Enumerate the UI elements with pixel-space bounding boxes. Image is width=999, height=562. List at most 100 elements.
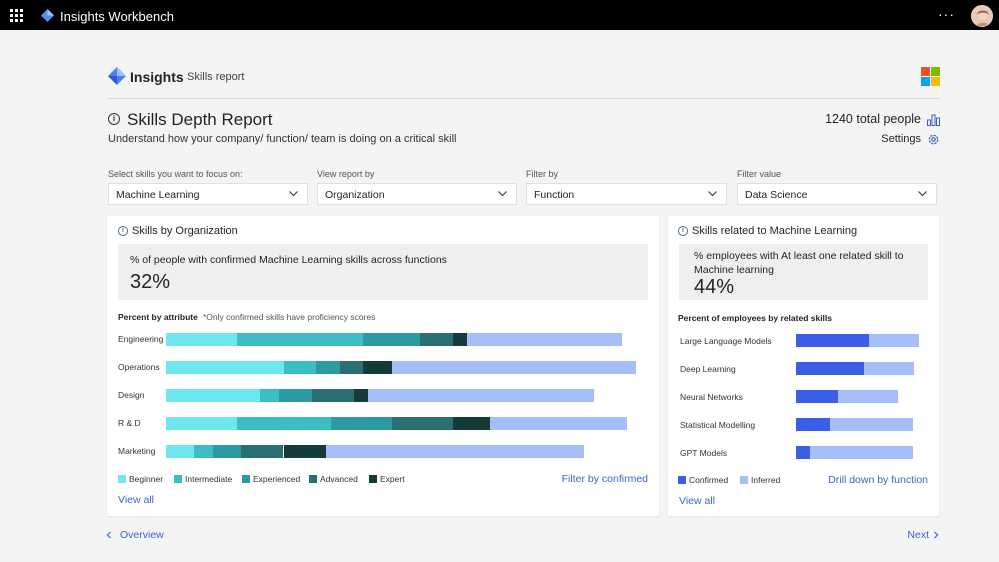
bar-segment-intermediate[interactable] [194,445,213,458]
bar-chart-icon[interactable] [927,113,940,126]
chevron-down-icon [289,191,298,197]
brand-title: Insights [130,69,184,85]
view-by-label: View report by [317,169,375,179]
legend-swatch [678,476,686,484]
legend-swatch [242,475,250,483]
more-options-icon[interactable]: ··· [938,6,955,22]
legend-swatch [118,475,126,483]
bar-segment-intermediate[interactable] [236,417,331,430]
bar-segment-intermediate[interactable] [260,389,279,402]
info-icon[interactable]: i [108,113,120,125]
card-title: Skills by Organization [132,225,238,237]
chevron-right-icon[interactable] [932,531,940,539]
view-all-link[interactable]: View all [118,494,154,506]
bar-segment-advanced[interactable] [339,361,364,374]
chevron-down-icon [918,191,927,197]
section-label: Percent by attribute [118,312,198,322]
filter-value-label: Filter value [737,169,782,179]
bar-segment-beginner[interactable] [166,417,237,430]
bar-segment-confirmed[interactable] [796,362,864,375]
view-by-value: Organization [325,189,385,201]
next-link[interactable]: Next [907,529,929,541]
user-avatar[interactable] [971,5,993,27]
card-title: Skills related to Machine Learning [692,225,858,237]
bar-segment-remaining[interactable] [466,333,622,346]
view-all-link[interactable]: View all [679,495,715,507]
legend-swatch [369,475,377,483]
stat-box: % of people with confirmed Machine Learn… [118,244,648,300]
row-label: Large Language Models [680,336,772,346]
filter-by-select[interactable]: Function [526,183,727,205]
info-icon[interactable]: i [678,226,688,236]
bar-segment-beginner[interactable] [166,445,195,458]
legend-label: Inferred [751,475,781,485]
drill-down-link[interactable]: Drill down by function [828,474,928,486]
skill-select[interactable]: Machine Learning [108,183,308,205]
filter-by-label: Filter by [526,169,559,179]
view-by-select[interactable]: Organization [317,183,517,205]
bar-segment-inferred[interactable] [868,334,919,347]
skill-select-label: Select skills you want to focus on: [108,169,243,179]
bar-segment-expert[interactable] [452,417,491,430]
stat-value: 32% [130,271,171,293]
settings-link[interactable]: Settings [881,133,921,145]
stat-text: % employees with At least one related sk… [694,250,904,276]
bar-segment-expert[interactable] [283,445,326,458]
skills-by-organization-card: i Skills by Organization % of people wit… [107,216,659,516]
row-label: Neural Networks [680,392,743,402]
filter-value-select[interactable]: Data Science [737,183,937,205]
overview-link[interactable]: Overview [120,529,164,541]
microsoft-logo-icon [921,67,940,86]
bar-segment-intermediate[interactable] [283,361,317,374]
bar-segment-remaining[interactable] [368,389,594,402]
bar-segment-advanced[interactable] [311,389,354,402]
bar-segment-inferred[interactable] [837,390,899,403]
filter-value-value: Data Science [745,189,808,201]
bar-segment-inferred[interactable] [809,446,913,459]
bar-segment-confirmed[interactable] [796,390,838,403]
row-label: Statistical Modelling [680,420,756,430]
row-label: Operations [118,362,160,372]
section-label: Percent of employees by related skills [678,313,833,323]
report-title: Skills Depth Report [127,110,273,129]
legend-label: Expert [380,474,405,484]
bar-segment-expert[interactable] [452,333,467,346]
filter-by-confirmed-link[interactable]: Filter by confirmed [561,473,648,485]
bar-segment-expert[interactable] [363,361,392,374]
bar-segment-inferred[interactable] [863,362,915,375]
bar-segment-experienced[interactable] [363,333,420,346]
legend-swatch [740,476,748,484]
bar-segment-advanced[interactable] [241,445,284,458]
bar-segment-intermediate[interactable] [236,333,364,346]
bar-segment-remaining[interactable] [391,361,636,374]
bar-segment-advanced[interactable] [419,333,453,346]
header-divider [107,98,940,99]
bar-segment-confirmed[interactable] [796,418,831,431]
legend-swatch [174,475,182,483]
chevron-left-icon[interactable] [105,531,113,539]
chevron-down-icon [708,191,717,197]
bar-segment-experienced[interactable] [316,361,340,374]
bar-segment-remaining[interactable] [490,417,627,430]
bar-segment-experienced[interactable] [213,445,242,458]
section-note: *Only confirmed skills have proficiency … [203,312,376,322]
bar-segment-beginner[interactable] [166,333,237,346]
bar-segment-confirmed[interactable] [796,334,869,347]
bar-segment-confirmed[interactable] [796,446,810,459]
bar-segment-inferred[interactable] [830,418,913,431]
filter-by-value: Function [534,189,575,201]
row-label: Deep Learning [680,364,736,374]
insights-logo-icon [41,9,54,22]
app-launcher-icon[interactable] [10,9,23,22]
bar-segment-beginner[interactable] [166,389,260,402]
bar-segment-advanced[interactable] [391,417,453,430]
legend-label: Confirmed [689,475,729,485]
bar-segment-experienced[interactable] [278,389,312,402]
info-icon[interactable]: i [118,226,128,236]
bar-segment-expert[interactable] [354,389,369,402]
row-label: R & D [118,418,141,428]
gear-icon[interactable] [927,133,940,146]
bar-segment-beginner[interactable] [166,361,284,374]
bar-segment-remaining[interactable] [325,445,585,458]
bar-segment-experienced[interactable] [330,417,392,430]
